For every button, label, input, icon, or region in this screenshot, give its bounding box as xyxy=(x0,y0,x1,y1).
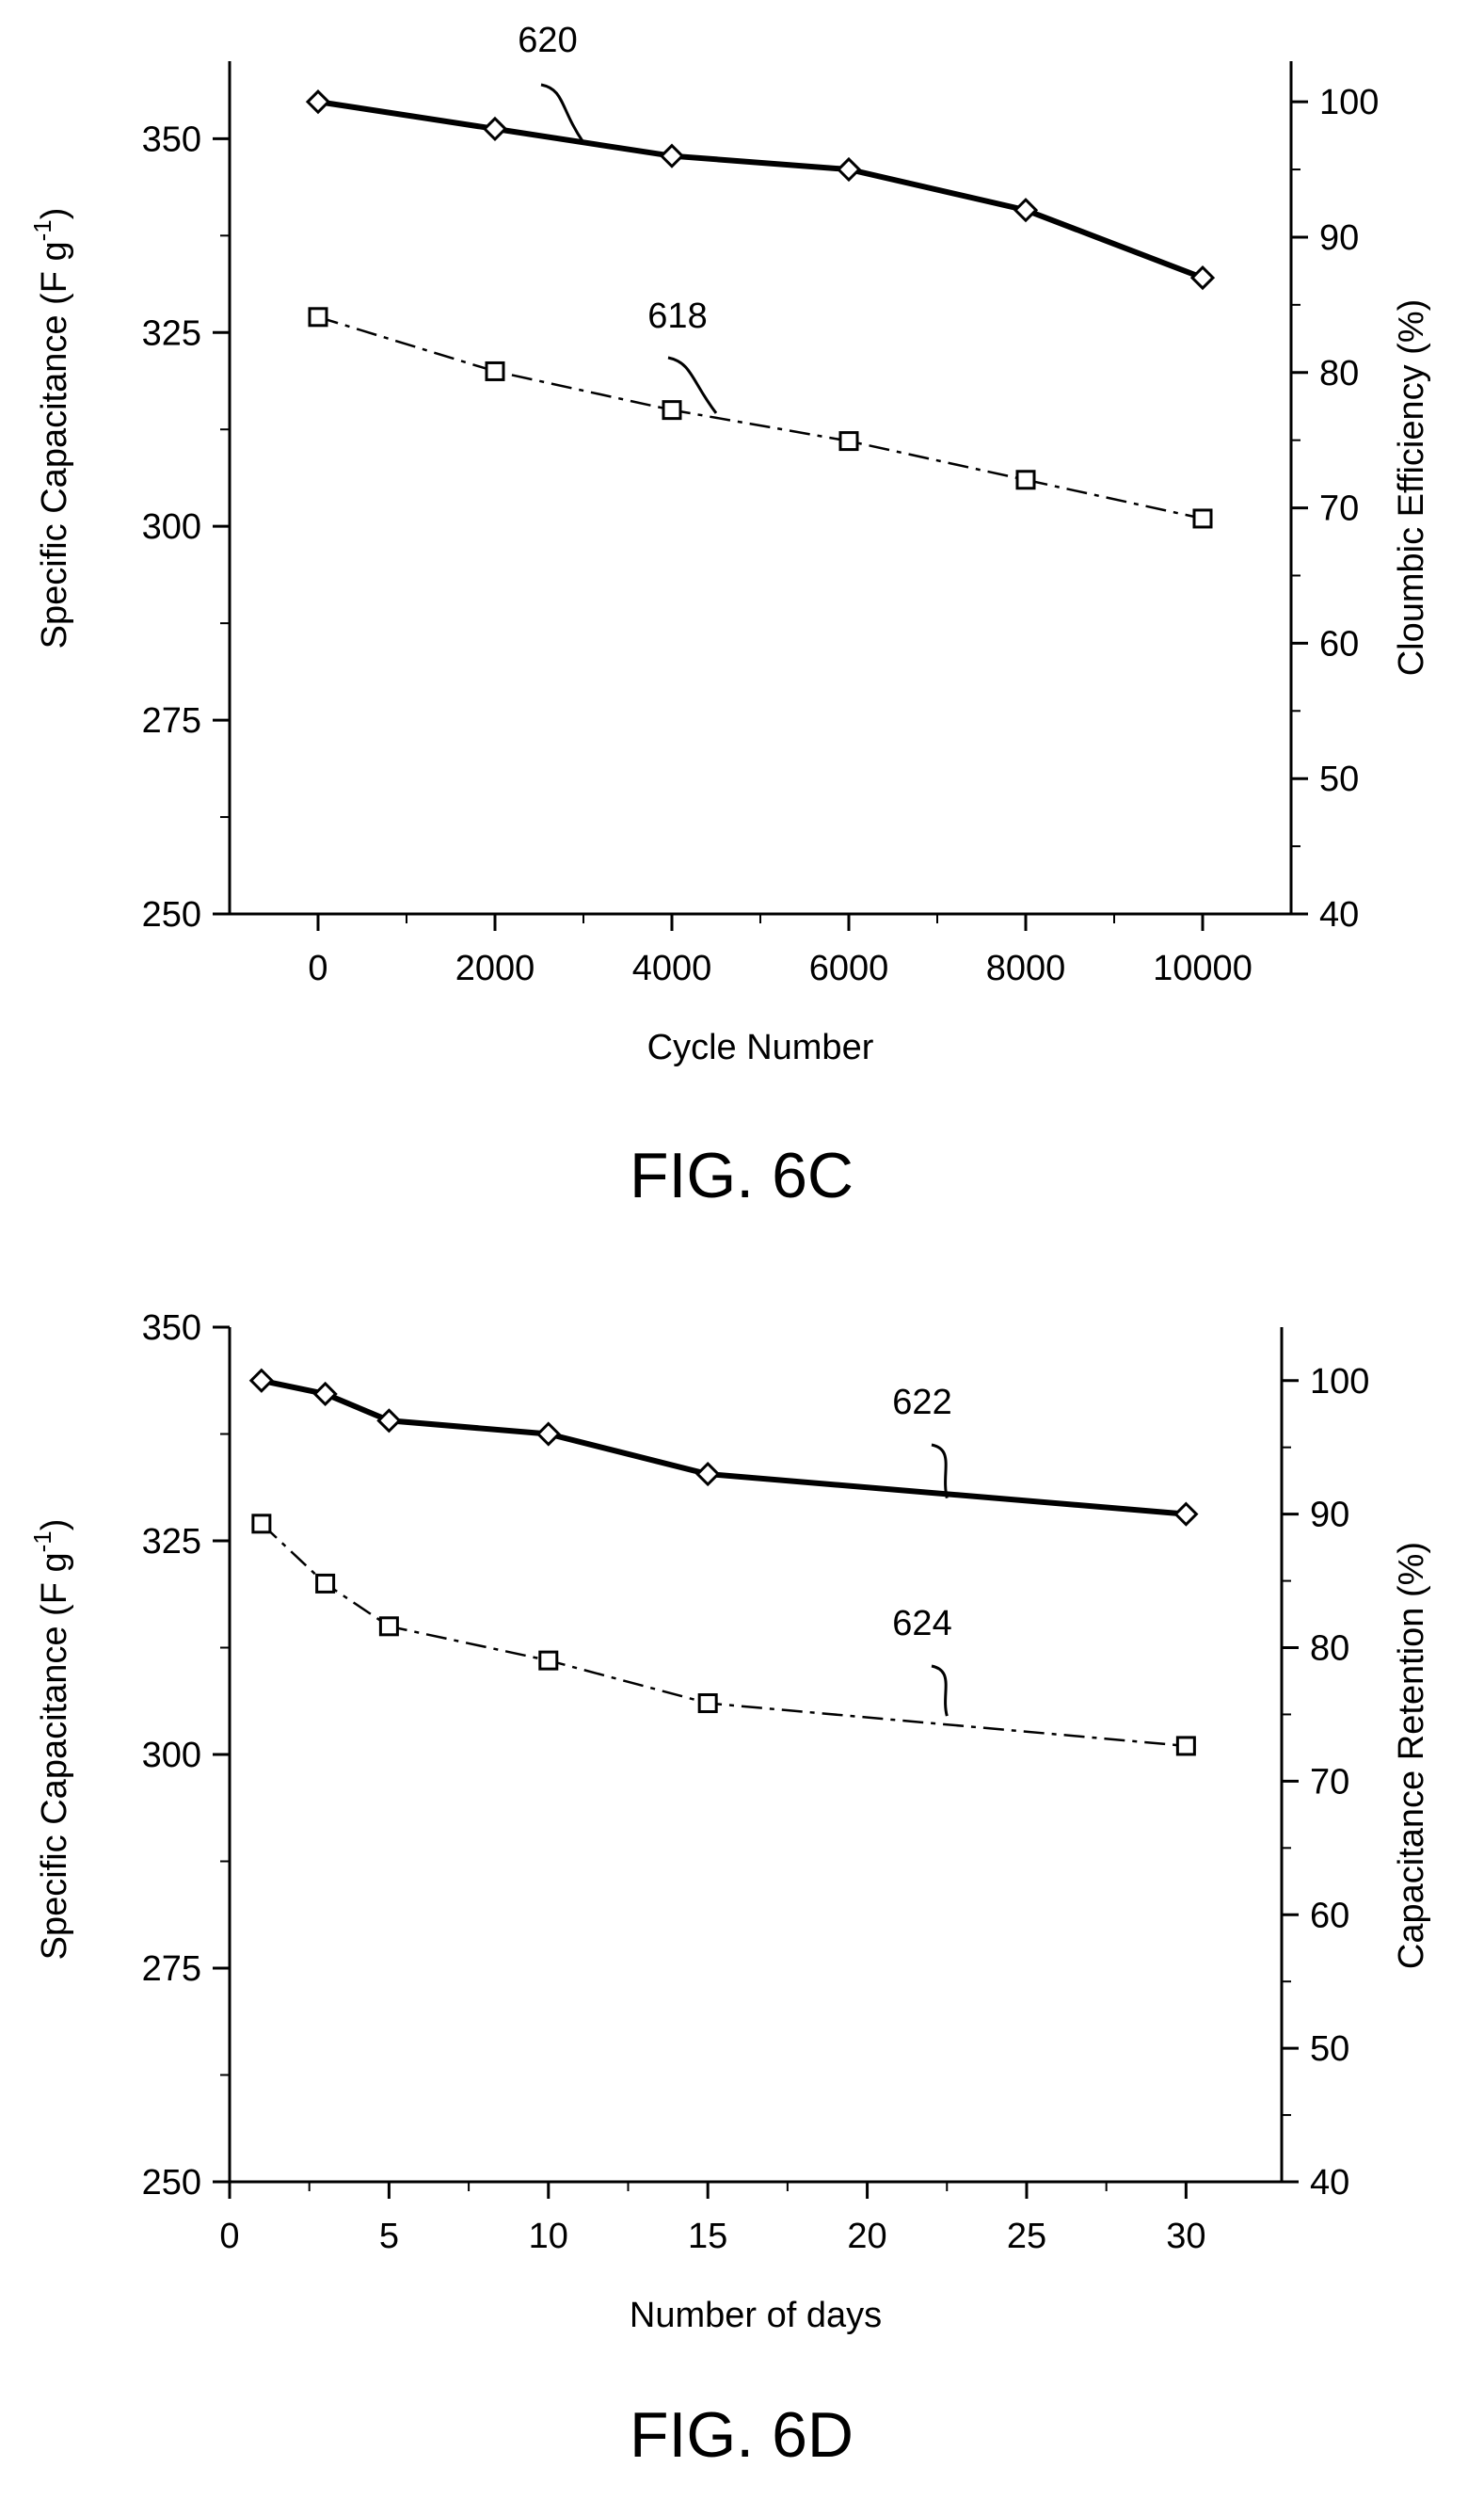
series-line-620 xyxy=(317,99,1205,280)
y-left-title-superscript: -1 xyxy=(28,1530,56,1552)
x-tick-label: 15 xyxy=(688,2217,727,2256)
y-left-tick-label: 300 xyxy=(142,507,201,547)
x-tick-label: 5 xyxy=(379,2217,399,2256)
data-point-square xyxy=(1192,508,1213,529)
x-tick-label: 0 xyxy=(308,949,327,988)
data-point-diamond xyxy=(1013,198,1039,223)
y-left-axis-title: Specific Capacitance (F g-1) xyxy=(28,1519,74,1961)
data-point-square xyxy=(315,1573,336,1594)
y-left-tick-label: 325 xyxy=(142,1522,201,1562)
y-left-tick-label: 300 xyxy=(142,1736,201,1775)
series-line-622 xyxy=(261,1377,1187,1517)
y-left-tick-label: 250 xyxy=(142,2163,201,2203)
y-right-tick-label: 90 xyxy=(1310,1496,1349,1535)
y-left-tick-label: 275 xyxy=(142,1949,201,1989)
data-point-square xyxy=(838,431,859,452)
y-right-tick-label: 80 xyxy=(1319,354,1359,393)
data-point-square xyxy=(1175,1736,1196,1756)
y-right-axis-title: Cloumbic Efficiency (%) xyxy=(1392,299,1431,677)
y-left-tick-label: 350 xyxy=(142,1308,201,1348)
figure-caption: FIG. 6D xyxy=(630,2399,854,2471)
y-left-tick-label: 350 xyxy=(142,120,201,159)
y-left-title-close: ) xyxy=(35,1519,74,1531)
reference-leader-line xyxy=(931,1443,949,1498)
series-reference-label: 622 xyxy=(892,1383,951,1422)
y-right-tick-label: 70 xyxy=(1319,489,1359,529)
data-point-diamond xyxy=(248,1368,275,1393)
data-point-diamond xyxy=(836,156,862,183)
y-right-tick-label: 50 xyxy=(1310,2029,1349,2069)
y-left-tick-label: 275 xyxy=(142,701,201,741)
y-left-tick-label: 325 xyxy=(142,313,201,353)
chart-6d: 0 5 10 15 20 25 30 250 275 300 325 350 40 50 60 70 80 90 1… xyxy=(28,1308,1431,2471)
y-left-title-text: Specific Capacitance (F g xyxy=(35,1552,74,1960)
y-right-tick-label: 60 xyxy=(1319,624,1359,664)
reference-leader-line xyxy=(667,356,718,414)
y-left-title-superscript: -1 xyxy=(28,219,56,241)
x-tick-label: 30 xyxy=(1166,2217,1205,2256)
y-right-tick-label: 90 xyxy=(1319,218,1359,258)
y-left-title-close: ) xyxy=(35,208,74,220)
y-left-title-text: Specific Capacitance (F g xyxy=(35,241,74,649)
chart-6c: 0 2000 4000 6000 8000 10000 250 275 300 325 350 40 5… xyxy=(28,21,1431,1211)
x-tick-label: 20 xyxy=(847,2217,886,2256)
y-right-tick-label: 100 xyxy=(1310,1362,1369,1402)
data-point-diamond xyxy=(1189,264,1216,291)
y-left-tick-label: 250 xyxy=(142,895,201,935)
x-tick-label: 25 xyxy=(1007,2217,1046,2256)
y-left-axis-title: Specific Capacitance (F g-1) xyxy=(28,208,74,649)
data-point-square xyxy=(662,400,682,421)
data-point-square xyxy=(308,307,328,328)
data-point-diamond xyxy=(482,116,508,142)
y-right-tick-label: 40 xyxy=(1319,895,1359,935)
data-point-diamond xyxy=(312,1381,338,1407)
x-tick-label: 8000 xyxy=(986,949,1066,988)
data-point-diamond xyxy=(535,1421,561,1447)
x-tick-label: 4000 xyxy=(632,949,712,988)
data-point-square xyxy=(378,1616,399,1637)
series-reference-label: 620 xyxy=(518,21,577,60)
y-right-tick-label: 40 xyxy=(1310,2163,1349,2203)
data-point-square xyxy=(485,360,505,381)
x-tick-label: 2000 xyxy=(455,949,535,988)
y-right-tick-label: 100 xyxy=(1319,83,1379,122)
data-point-diamond xyxy=(695,1461,721,1487)
reference-leader-line xyxy=(540,83,585,144)
x-tick-label: 10000 xyxy=(1153,949,1253,988)
x-tick-label: 10 xyxy=(529,2217,568,2256)
x-tick-label: 0 xyxy=(219,2217,239,2256)
y-right-tick-label: 60 xyxy=(1310,1896,1349,1935)
data-point-diamond xyxy=(376,1408,402,1434)
data-point-diamond xyxy=(305,89,331,115)
series-reference-label: 618 xyxy=(647,296,707,336)
reference-leader-line xyxy=(931,1664,949,1717)
x-axis-title: Cycle Number xyxy=(647,1028,874,1067)
data-point-diamond xyxy=(1173,1501,1199,1527)
data-point-square xyxy=(697,1693,718,1714)
series-line-618 xyxy=(317,315,1204,521)
y-right-tick-label: 70 xyxy=(1310,1762,1349,1802)
series-reference-label: 624 xyxy=(892,1604,951,1643)
series-line-624 xyxy=(261,1522,1187,1748)
figure-caption: FIG. 6C xyxy=(630,1140,854,1211)
data-point-square xyxy=(1015,470,1036,490)
y-right-tick-label: 80 xyxy=(1310,1629,1349,1669)
x-tick-label: 6000 xyxy=(809,949,889,988)
y-right-tick-label: 50 xyxy=(1319,760,1359,799)
data-point-square xyxy=(251,1514,272,1534)
x-axis-title: Number of days xyxy=(630,2296,882,2335)
y-right-axis-title: Capacitance Retention (%) xyxy=(1392,1542,1431,1969)
data-point-diamond xyxy=(659,143,685,168)
data-point-square xyxy=(538,1650,559,1671)
